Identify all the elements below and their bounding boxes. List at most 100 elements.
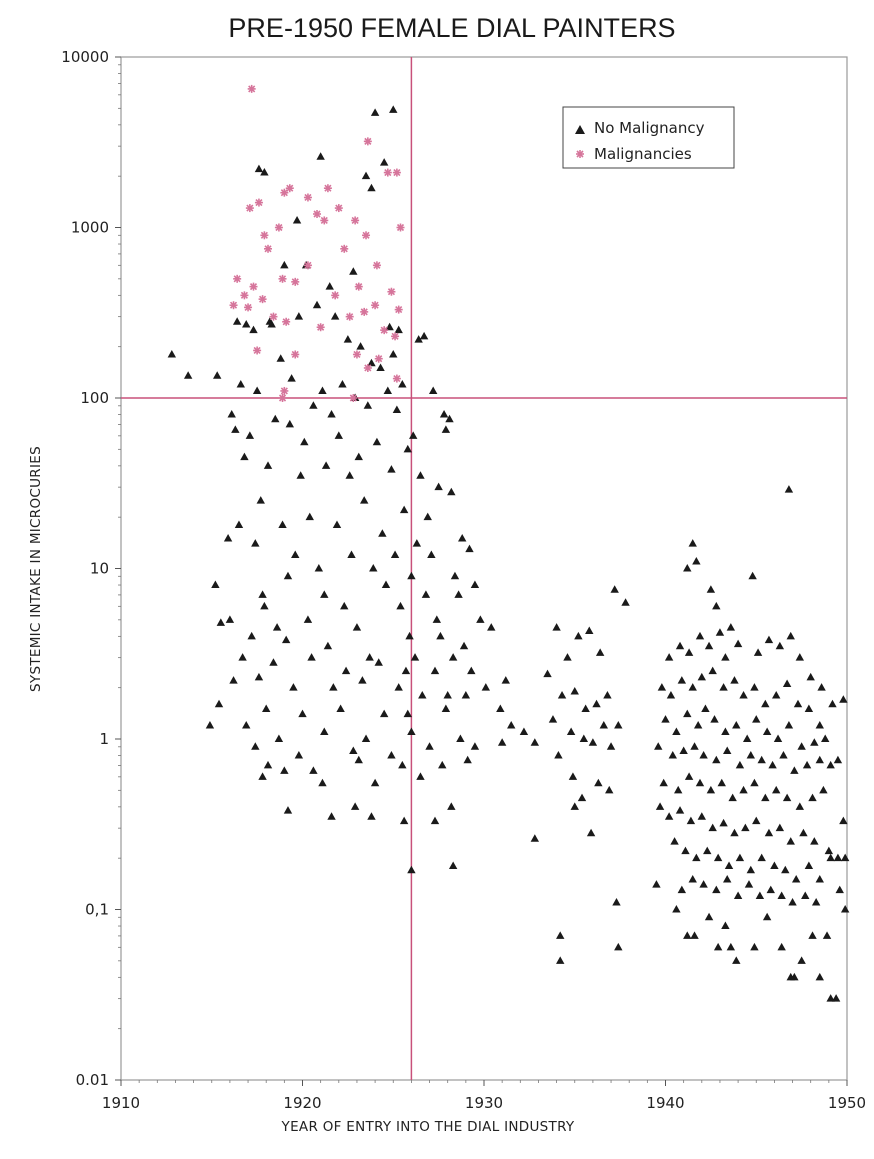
point-no-malignancy — [757, 755, 766, 764]
point-malignancy — [383, 168, 392, 177]
point-no-malignancy — [839, 816, 848, 825]
point-no-malignancy — [585, 626, 594, 634]
point-no-malignancy — [797, 742, 806, 750]
point-no-malignancy — [314, 564, 324, 572]
point-no-malignancy — [732, 956, 741, 964]
point-no-malignancy — [387, 465, 396, 473]
point-no-malignancy — [345, 471, 354, 479]
point-no-malignancy — [782, 793, 792, 802]
point-no-malignancy — [276, 354, 285, 362]
point-no-malignancy — [764, 828, 774, 837]
point-no-malignancy — [719, 683, 728, 691]
point-no-malignancy — [741, 823, 750, 832]
point-no-malignancy — [416, 772, 425, 780]
point-no-malignancy — [668, 751, 677, 759]
point-no-malignancy — [271, 414, 280, 423]
point-no-malignancy — [260, 168, 269, 176]
point-malignancy — [392, 168, 401, 177]
point-no-malignancy — [603, 690, 612, 699]
point-no-malignancy — [824, 846, 834, 855]
point-no-malignancy — [795, 653, 805, 661]
point-no-malignancy — [826, 760, 835, 769]
point-no-malignancy — [721, 653, 730, 661]
point-no-malignancy — [350, 802, 360, 810]
point-no-malignancy — [381, 580, 391, 589]
point-malignancy — [303, 193, 312, 202]
point-no-malignancy — [289, 683, 298, 691]
point-no-malignancy — [390, 550, 400, 558]
point-no-malignancy — [826, 994, 835, 1002]
point-no-malignancy — [674, 785, 683, 794]
point-no-malignancy — [338, 379, 347, 388]
point-malignancy — [345, 312, 354, 321]
point-no-malignancy — [343, 335, 353, 343]
point-no-malignancy — [456, 734, 465, 742]
point-no-malignancy — [367, 358, 376, 367]
point-no-malignancy — [280, 766, 289, 774]
point-malignancy — [280, 386, 289, 395]
point-malignancy — [282, 317, 291, 326]
point-no-malignancy — [214, 699, 224, 708]
point-no-malignancy — [434, 482, 443, 491]
point-no-malignancy — [595, 648, 605, 656]
point-malignancy — [316, 323, 325, 332]
x-tick-label: 1920 — [283, 1094, 321, 1112]
point-no-malignancy — [770, 861, 779, 869]
point-malignancy — [363, 363, 372, 372]
point-no-malignancy — [684, 772, 694, 780]
point-no-malignancy — [458, 533, 467, 542]
point-no-malignancy — [312, 300, 322, 309]
point-no-malignancy — [430, 816, 440, 825]
point-no-malignancy — [655, 802, 665, 810]
point-no-malignancy — [370, 778, 380, 787]
series-malignancies — [229, 84, 405, 402]
point-no-malignancy — [441, 425, 451, 433]
point-no-malignancy — [263, 760, 273, 769]
point-no-malignancy — [554, 751, 563, 759]
point-no-malignancy — [806, 672, 815, 681]
point-no-malignancy — [361, 171, 371, 180]
point-no-malignancy — [708, 823, 717, 832]
point-no-malignancy — [804, 704, 814, 712]
point-no-malignancy — [432, 615, 442, 623]
point-no-malignancy — [713, 853, 723, 862]
point-malignancy — [372, 261, 381, 270]
point-no-malignancy — [419, 331, 429, 340]
y-tick-label: 10 — [90, 560, 109, 578]
point-no-malignancy — [690, 742, 699, 750]
point-no-malignancy — [292, 215, 302, 224]
point-no-malignancy — [367, 812, 376, 820]
point-no-malignancy — [423, 512, 432, 521]
point-no-malignancy — [309, 766, 318, 774]
point-no-malignancy — [361, 734, 371, 742]
legend-label-malignancies: Malignancies — [594, 145, 692, 163]
point-no-malignancy — [712, 601, 721, 610]
point-malignancy — [229, 301, 238, 310]
point-no-malignancy — [296, 471, 305, 479]
point-no-malignancy — [283, 571, 293, 580]
point-no-malignancy — [752, 715, 761, 723]
point-no-malignancy — [212, 371, 222, 379]
point-no-malignancy — [657, 683, 667, 691]
point-no-malignancy — [708, 666, 717, 675]
point-malignancy — [254, 198, 263, 207]
point-no-malignancy — [379, 709, 389, 718]
point-malignancy — [371, 301, 380, 310]
point-malignancy — [274, 223, 283, 232]
point-no-malignancy — [258, 590, 267, 598]
point-no-malignancy — [497, 738, 507, 746]
point-no-malignancy — [695, 778, 705, 787]
point-malignancy — [260, 231, 269, 240]
point-malignancy — [380, 326, 389, 335]
point-no-malignancy — [752, 816, 761, 825]
y-tick-label: 100 — [80, 389, 109, 407]
point-no-malignancy — [325, 282, 334, 290]
point-no-malignancy — [802, 760, 812, 769]
point-no-malignancy — [378, 529, 387, 537]
point-no-malignancy — [363, 401, 373, 409]
point-no-malignancy — [686, 816, 696, 825]
point-no-malignancy — [258, 772, 267, 780]
point-no-malignancy — [594, 778, 603, 787]
point-no-malignancy — [407, 571, 416, 580]
